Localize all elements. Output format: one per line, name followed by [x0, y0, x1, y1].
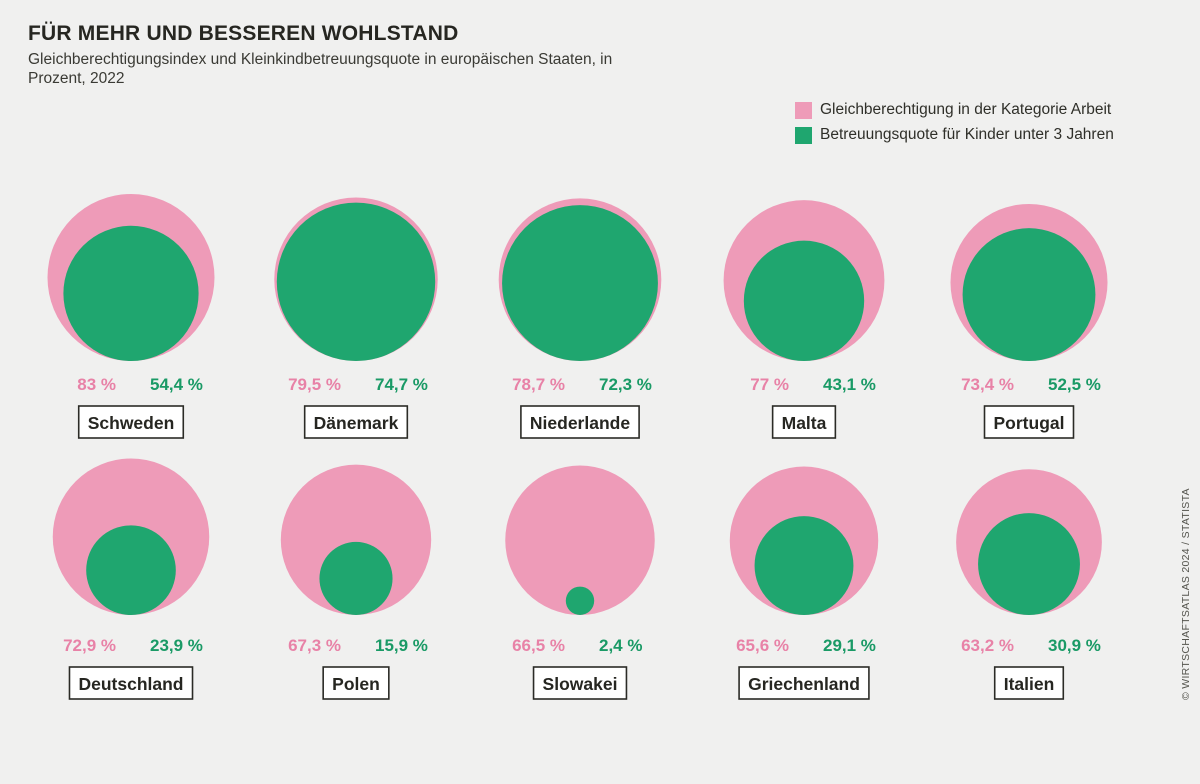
- value-label-betreuung-slowakei: 2,4 %: [599, 636, 642, 655]
- value-label-betreuung-deutschland: 23,9 %: [150, 636, 203, 655]
- bubble-betreuung-italien: [978, 513, 1080, 615]
- bubble-betreuung-portugal: [962, 228, 1096, 361]
- value-label-gleichberechtigung-malta: 77 %: [750, 375, 789, 394]
- country-label-slowakei: Slowakei: [543, 674, 618, 694]
- bubble-group-portugal: 73,4 % 52,5 % Portugal: [950, 203, 1108, 439]
- value-label-betreuung-dänemark: 74,7 %: [375, 375, 428, 394]
- bubble-group-polen: 67,3 % 15,9 % Polen: [280, 464, 432, 700]
- value-label-betreuung-griechenland: 29,1 %: [823, 636, 876, 655]
- legend-item-betreuung: Betreuungsquote für Kinder unter 3 Jahre…: [795, 123, 1114, 147]
- country-label-polen: Polen: [332, 674, 380, 694]
- value-label-gleichberechtigung-schweden: 83 %: [77, 375, 116, 394]
- value-label-betreuung-portugal: 52,5 %: [1048, 375, 1101, 394]
- country-box-slowakei: [532, 666, 628, 700]
- bubble-group-deutschland: 72,9 % 23,9 % Deutschland: [52, 458, 210, 700]
- country-box-italien: [993, 666, 1065, 700]
- source-credit: © WIRTSCHAFTSATLAS 2024 / STATISTA: [1180, 488, 1192, 700]
- bubble-betreuung-deutschland: [86, 525, 176, 615]
- value-label-gleichberechtigung-italien: 63,2 %: [961, 636, 1014, 655]
- value-label-betreuung-niederlande: 72,3 %: [599, 375, 652, 394]
- value-label-gleichberechtigung-niederlande: 78,7 %: [512, 375, 565, 394]
- country-label-griechenland: Griechenland: [748, 674, 860, 694]
- country-box-griechenland: [738, 666, 870, 700]
- country-box-malta: [771, 405, 837, 439]
- country-box-polen: [322, 666, 390, 700]
- bubble-group-niederlande: 78,7 % 72,3 % Niederlande: [498, 198, 662, 439]
- bubble-group-dänemark: 79,5 % 74,7 % Dänemark: [274, 197, 438, 439]
- legend: Gleichberechtigung in der Kategorie Arbe…: [795, 98, 1114, 148]
- country-box-niederlande: [520, 405, 640, 439]
- chart-subtitle: Gleichberechtigungsindex und Kleinkindbe…: [28, 51, 613, 87]
- country-box-schweden: [77, 405, 185, 439]
- bubble-group-malta: 77 % 43,1 % Malta: [723, 200, 885, 439]
- value-label-gleichberechtigung-deutschland: 72,9 %: [63, 636, 116, 655]
- value-label-betreuung-malta: 43,1 %: [823, 375, 876, 394]
- chart-title: FÜR MEHR UND BESSEREN WOHLSTAND: [28, 22, 459, 45]
- value-label-gleichberechtigung-dänemark: 79,5 %: [288, 375, 341, 394]
- value-label-gleichberechtigung-griechenland: 65,6 %: [736, 636, 789, 655]
- country-label-dänemark: Dänemark: [314, 413, 399, 433]
- legend-label-betreuung: Betreuungsquote für Kinder unter 3 Jahre…: [820, 126, 1114, 143]
- country-box-portugal: [983, 405, 1075, 439]
- value-label-betreuung-polen: 15,9 %: [375, 636, 428, 655]
- bubble-betreuung-niederlande: [502, 205, 658, 361]
- bubble-group-slowakei: 66,5 % 2,4 % Slowakei: [505, 465, 655, 700]
- country-label-niederlande: Niederlande: [530, 413, 630, 433]
- bubble-group-schweden: 83 % 54,4 % Schweden: [47, 194, 215, 439]
- bubble-gleichberechtigung-polen: [280, 464, 432, 615]
- country-box-deutschland: [68, 666, 194, 700]
- bubble-gleichberechtigung-slowakei: [505, 465, 655, 615]
- legend-label-gleichberechtigung: Gleichberechtigung in der Kategorie Arbe…: [820, 101, 1112, 118]
- legend-swatch-green: [795, 126, 812, 144]
- bubble-group-italien: 63,2 % 30,9 % Italien: [956, 469, 1102, 700]
- bubble-betreuung-malta: [743, 240, 865, 361]
- legend-item-gleichberechtigung: Gleichberechtigung in der Kategorie Arbe…: [795, 98, 1114, 122]
- legend-swatch-pink: [795, 101, 812, 119]
- value-label-betreuung-italien: 30,9 %: [1048, 636, 1101, 655]
- bubble-betreuung-dänemark: [276, 202, 436, 361]
- value-label-gleichberechtigung-portugal: 73,4 %: [961, 375, 1014, 394]
- bubble-betreuung-slowakei: [565, 586, 595, 615]
- country-box-dänemark: [303, 405, 409, 439]
- country-label-schweden: Schweden: [88, 413, 175, 433]
- bubble-betreuung-polen: [319, 541, 393, 615]
- value-label-gleichberechtigung-slowakei: 66,5 %: [512, 636, 565, 655]
- bubble-betreuung-griechenland: [754, 516, 854, 615]
- bubble-group-griechenland: 65,6 % 29,1 % Griechenland: [729, 466, 879, 700]
- country-label-portugal: Portugal: [994, 413, 1065, 433]
- country-label-deutschland: Deutschland: [78, 674, 183, 694]
- value-label-betreuung-schweden: 54,4 %: [150, 375, 203, 394]
- country-label-malta: Malta: [782, 413, 827, 433]
- country-label-italien: Italien: [1004, 674, 1055, 694]
- value-label-gleichberechtigung-polen: 67,3 %: [288, 636, 341, 655]
- bubble-betreuung-schweden: [63, 225, 199, 361]
